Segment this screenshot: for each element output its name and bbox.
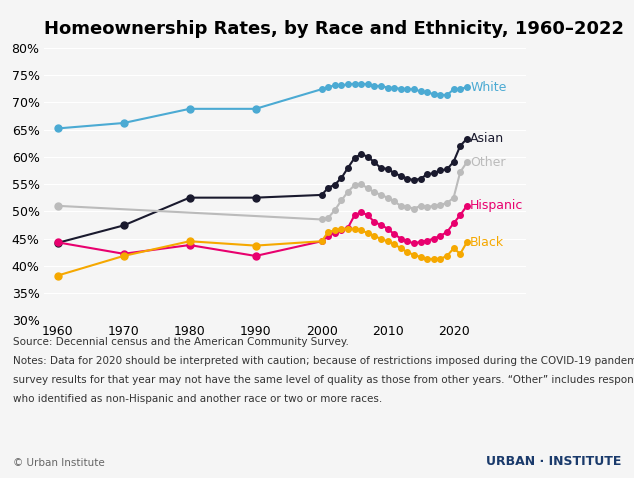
- Text: Notes: Data for 2020 should be interpreted with caution; because of restrictions: Notes: Data for 2020 should be interpret…: [13, 356, 634, 366]
- Text: © Urban Institute: © Urban Institute: [13, 458, 105, 468]
- Text: Source: Decennial census and the American Community Survey.: Source: Decennial census and the America…: [13, 337, 349, 347]
- Text: Hispanic: Hispanic: [470, 199, 524, 212]
- Text: Black: Black: [470, 236, 504, 249]
- Text: Homeownership Rates, by Race and Ethnicity, 1960–2022: Homeownership Rates, by Race and Ethnici…: [44, 20, 624, 38]
- Text: Asian: Asian: [470, 132, 504, 145]
- Text: White: White: [470, 80, 507, 94]
- Text: Other: Other: [470, 156, 506, 169]
- Text: who identified as non-Hispanic and another race or two or more races.: who identified as non-Hispanic and anoth…: [13, 394, 382, 404]
- Text: URBAN · INSTITUTE: URBAN · INSTITUTE: [486, 456, 621, 468]
- Text: survey results for that year may not have the same level of quality as those fro: survey results for that year may not hav…: [13, 375, 634, 385]
